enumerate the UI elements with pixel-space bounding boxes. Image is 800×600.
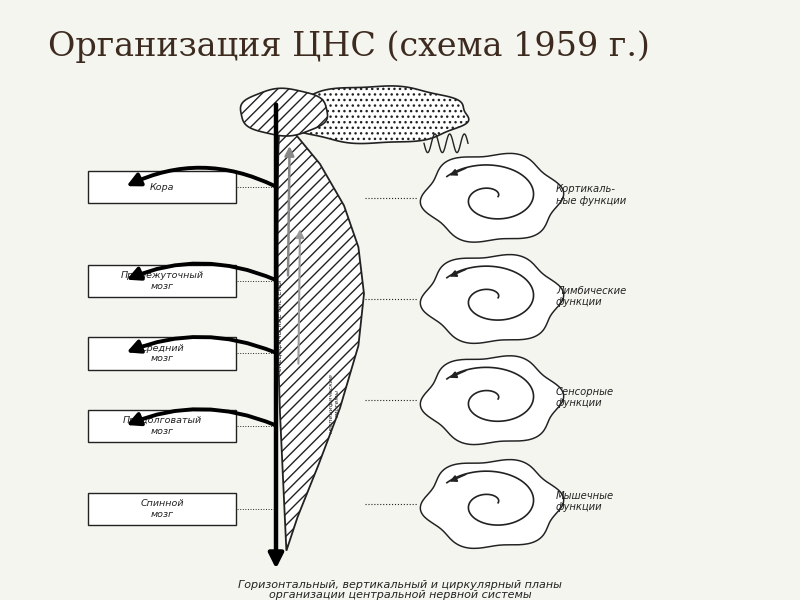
Text: Лимбические
функции: Лимбические функции: [556, 286, 626, 307]
Polygon shape: [241, 88, 327, 136]
FancyBboxPatch shape: [88, 410, 236, 442]
Polygon shape: [420, 356, 564, 445]
Text: Организация ЦНС (схема 1959 г.): Организация ЦНС (схема 1959 г.): [48, 31, 650, 64]
Text: Средний
мозг: Средний мозг: [140, 344, 184, 363]
Text: организации центральной нервной системы: организации центральной нервной системы: [269, 590, 531, 600]
Text: Кортикаль-
ные функции: Кортикаль- ные функции: [556, 184, 626, 206]
Polygon shape: [420, 460, 564, 548]
Text: Спинной
мозг: Спинной мозг: [140, 499, 184, 519]
Text: Мышечные
функции: Мышечные функции: [556, 491, 614, 512]
Text: Продолговатый
мозг: Продолговатый мозг: [122, 416, 202, 436]
FancyBboxPatch shape: [88, 337, 236, 370]
FancyBboxPatch shape: [88, 172, 236, 203]
Text: Сенсорные
функции: Сенсорные функции: [556, 387, 614, 409]
Polygon shape: [283, 86, 469, 143]
Polygon shape: [278, 112, 364, 551]
Text: Горизонтальный, вертикальный и циркулярный планы: Горизонтальный, вертикальный и циркулярн…: [238, 580, 562, 590]
Text: специфические системы: специфические системы: [277, 279, 282, 371]
Polygon shape: [420, 254, 564, 343]
FancyBboxPatch shape: [88, 493, 236, 525]
FancyBboxPatch shape: [88, 265, 236, 297]
Text: Промежуточный
мозг: Промежуточный мозг: [121, 271, 203, 290]
Text: Кора: Кора: [150, 183, 174, 192]
Text: неспецифические
системы: неспецифические системы: [329, 373, 340, 433]
Polygon shape: [420, 154, 564, 242]
